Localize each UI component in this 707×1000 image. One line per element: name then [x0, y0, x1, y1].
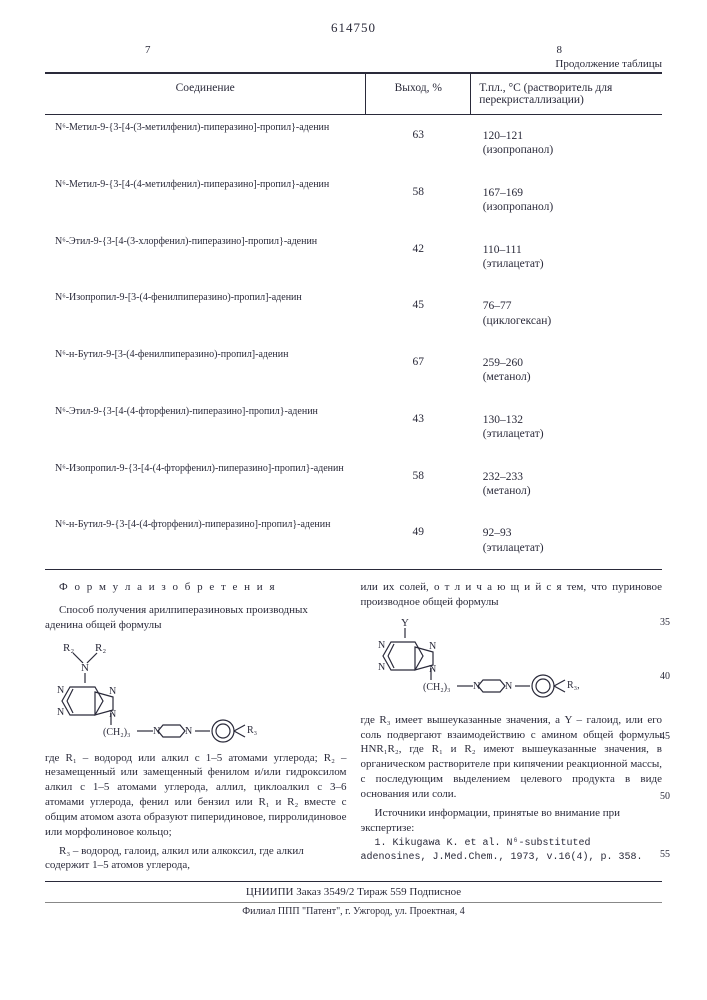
- table-row: N⁶-Этил-9-{3-[4-(3-хлорфенил)-пиперазино…: [45, 229, 662, 286]
- svg-text:N: N: [57, 685, 64, 696]
- cell-mp: 232–233(метанол): [471, 456, 662, 513]
- cell-compound: N⁶-Метил-9-{3-[4-(3-метилфенил)-пиперази…: [45, 115, 366, 172]
- svg-text:N: N: [429, 664, 436, 675]
- cell-compound: N⁶-Этил-9-{3-[4-(3-хлорфенил)-пиперазино…: [45, 229, 366, 286]
- cell-yield: 58: [366, 172, 471, 229]
- svg-text:N: N: [185, 726, 192, 737]
- line-num-55: 55: [660, 848, 670, 862]
- col-compound: Соединение: [45, 73, 366, 115]
- left-column: Ф о р м у л а и з о б р е т е н и я Спос…: [45, 580, 347, 873]
- table-row: N⁶-Изопропил-9-[3-(4-фенилпиперазино)-пр…: [45, 285, 662, 342]
- table-row: N⁶-Изопропил-9-{3-[4-(4-фторфенил)-пипер…: [45, 456, 662, 513]
- svg-text:N: N: [57, 707, 64, 718]
- right-p2: где R₃ имеет вышеуказанные значения, а Y…: [361, 713, 663, 802]
- col-mp: Т.пл., °С (растворитель для перекристалл…: [471, 73, 662, 115]
- cell-yield: 45: [366, 285, 471, 342]
- line-num-35: 35: [660, 616, 670, 630]
- svg-text:N: N: [109, 709, 116, 720]
- cell-mp: 167–169(изопропанол): [471, 172, 662, 229]
- table-continuation: Продолжение таблицы: [45, 58, 662, 70]
- cell-mp: 259–260(метанол): [471, 342, 662, 399]
- formula-title: Ф о р м у л а и з о б р е т е н и я: [45, 580, 347, 595]
- data-table: Соединение Выход, % Т.пл., °С (растворит…: [45, 72, 662, 570]
- table-row: N⁶-н-Бутил-9-[3-(4-фенилпиперазино)-проп…: [45, 342, 662, 399]
- table-row: N⁶-Метил-9-{3-[4-(4-метилфенил)-пиперази…: [45, 172, 662, 229]
- page-number-right: 8: [557, 44, 563, 56]
- line-num-40: 40: [660, 670, 670, 684]
- table-row: N⁶-Этил-9-{3-[4-(4-фторфенил)-пиперазино…: [45, 399, 662, 456]
- left-p2: где R₁ – водород или алкил с 1–5 атомами…: [45, 751, 347, 840]
- svg-text:N: N: [505, 681, 512, 692]
- svg-text:Y: Y: [401, 617, 409, 629]
- cell-compound: N⁶-Метил-9-{3-[4-(4-метилфенил)-пиперази…: [45, 172, 366, 229]
- svg-text:N: N: [378, 640, 385, 651]
- cell-mp: 92–93(этилацетат): [471, 512, 662, 569]
- right-p3: Источники информации, принятые во вниман…: [361, 806, 663, 836]
- cell-mp: 76–77(циклогексан): [471, 285, 662, 342]
- patent-number: 614750: [45, 20, 662, 36]
- svg-text:N: N: [109, 686, 116, 697]
- cell-mp: 130–132(этилацетат): [471, 399, 662, 456]
- cell-compound: N⁶-Этил-9-{3-[4-(4-фторфенил)-пиперазино…: [45, 399, 366, 456]
- body-columns: Ф о р м у л а и з о б р е т е н и я Спос…: [45, 580, 662, 873]
- svg-text:N: N: [378, 662, 385, 673]
- footer-address: Филиал ППП "Патент", г. Ужгород, ул. Про…: [45, 902, 662, 917]
- chemical-structure-2-icon: Y N N N N (CH₂)₃ N N R₃,: [361, 614, 621, 709]
- cell-yield: 43: [366, 399, 471, 456]
- svg-text:(CH₂)₃: (CH₂)₃: [423, 682, 451, 693]
- right-ref: 1. Kikugawa K. et al. N⁶-substituted ade…: [361, 837, 663, 864]
- svg-text:R₃,: R₃,: [567, 680, 580, 691]
- right-column: 35 40 45 50 55 или их солей, о т л и ч а…: [361, 580, 663, 873]
- chemical-structure-1-icon: R₂ R₂ N N N N N (CH₂)₃ N N: [45, 637, 325, 747]
- svg-text:N: N: [429, 641, 436, 652]
- cell-compound: N⁶-Изопропил-9-{3-[4-(4-фторфенил)-пипер…: [45, 456, 366, 513]
- svg-text:R₃: R₃: [247, 725, 257, 736]
- footer-line: ЦНИИПИ Заказ 3549/2 Тираж 559 Подписное: [45, 881, 662, 898]
- line-num-50: 50: [660, 790, 670, 804]
- right-p1: или их солей, о т л и ч а ю щ и й с я те…: [361, 580, 663, 610]
- cell-yield: 63: [366, 115, 471, 172]
- svg-text:R₂: R₂: [95, 642, 106, 654]
- left-p1: Способ получения арилпиперазиновых произ…: [45, 603, 347, 633]
- cell-yield: 49: [366, 512, 471, 569]
- cell-mp: 120–121(изопропанол): [471, 115, 662, 172]
- table-row: N⁶-Метил-9-{3-[4-(3-метилфенил)-пиперази…: [45, 115, 662, 172]
- cell-mp: 110–111(этилацетат): [471, 229, 662, 286]
- left-p3: R₃ – водород, галоид, алкил или алкоксил…: [45, 844, 347, 874]
- table-row: N⁶-н-Бутил-9-{3-[4-(4-фторфенил)-пипераз…: [45, 512, 662, 569]
- line-num-45: 45: [660, 730, 670, 744]
- cell-compound: N⁶-н-Бутил-9-[3-(4-фенилпиперазино)-проп…: [45, 342, 366, 399]
- svg-text:R₂: R₂: [63, 642, 74, 654]
- cell-compound: N⁶-н-Бутил-9-{3-[4-(4-фторфенил)-пипераз…: [45, 512, 366, 569]
- col-yield: Выход, %: [366, 73, 471, 115]
- cell-yield: 58: [366, 456, 471, 513]
- cell-compound: N⁶-Изопропил-9-[3-(4-фенилпиперазино)-пр…: [45, 285, 366, 342]
- svg-text:(CH₂)₃: (CH₂)₃: [103, 727, 131, 738]
- page-numbers: 7 8: [45, 44, 662, 58]
- cell-yield: 42: [366, 229, 471, 286]
- svg-text:N: N: [81, 662, 89, 674]
- cell-yield: 67: [366, 342, 471, 399]
- page-number-left: 7: [145, 44, 151, 56]
